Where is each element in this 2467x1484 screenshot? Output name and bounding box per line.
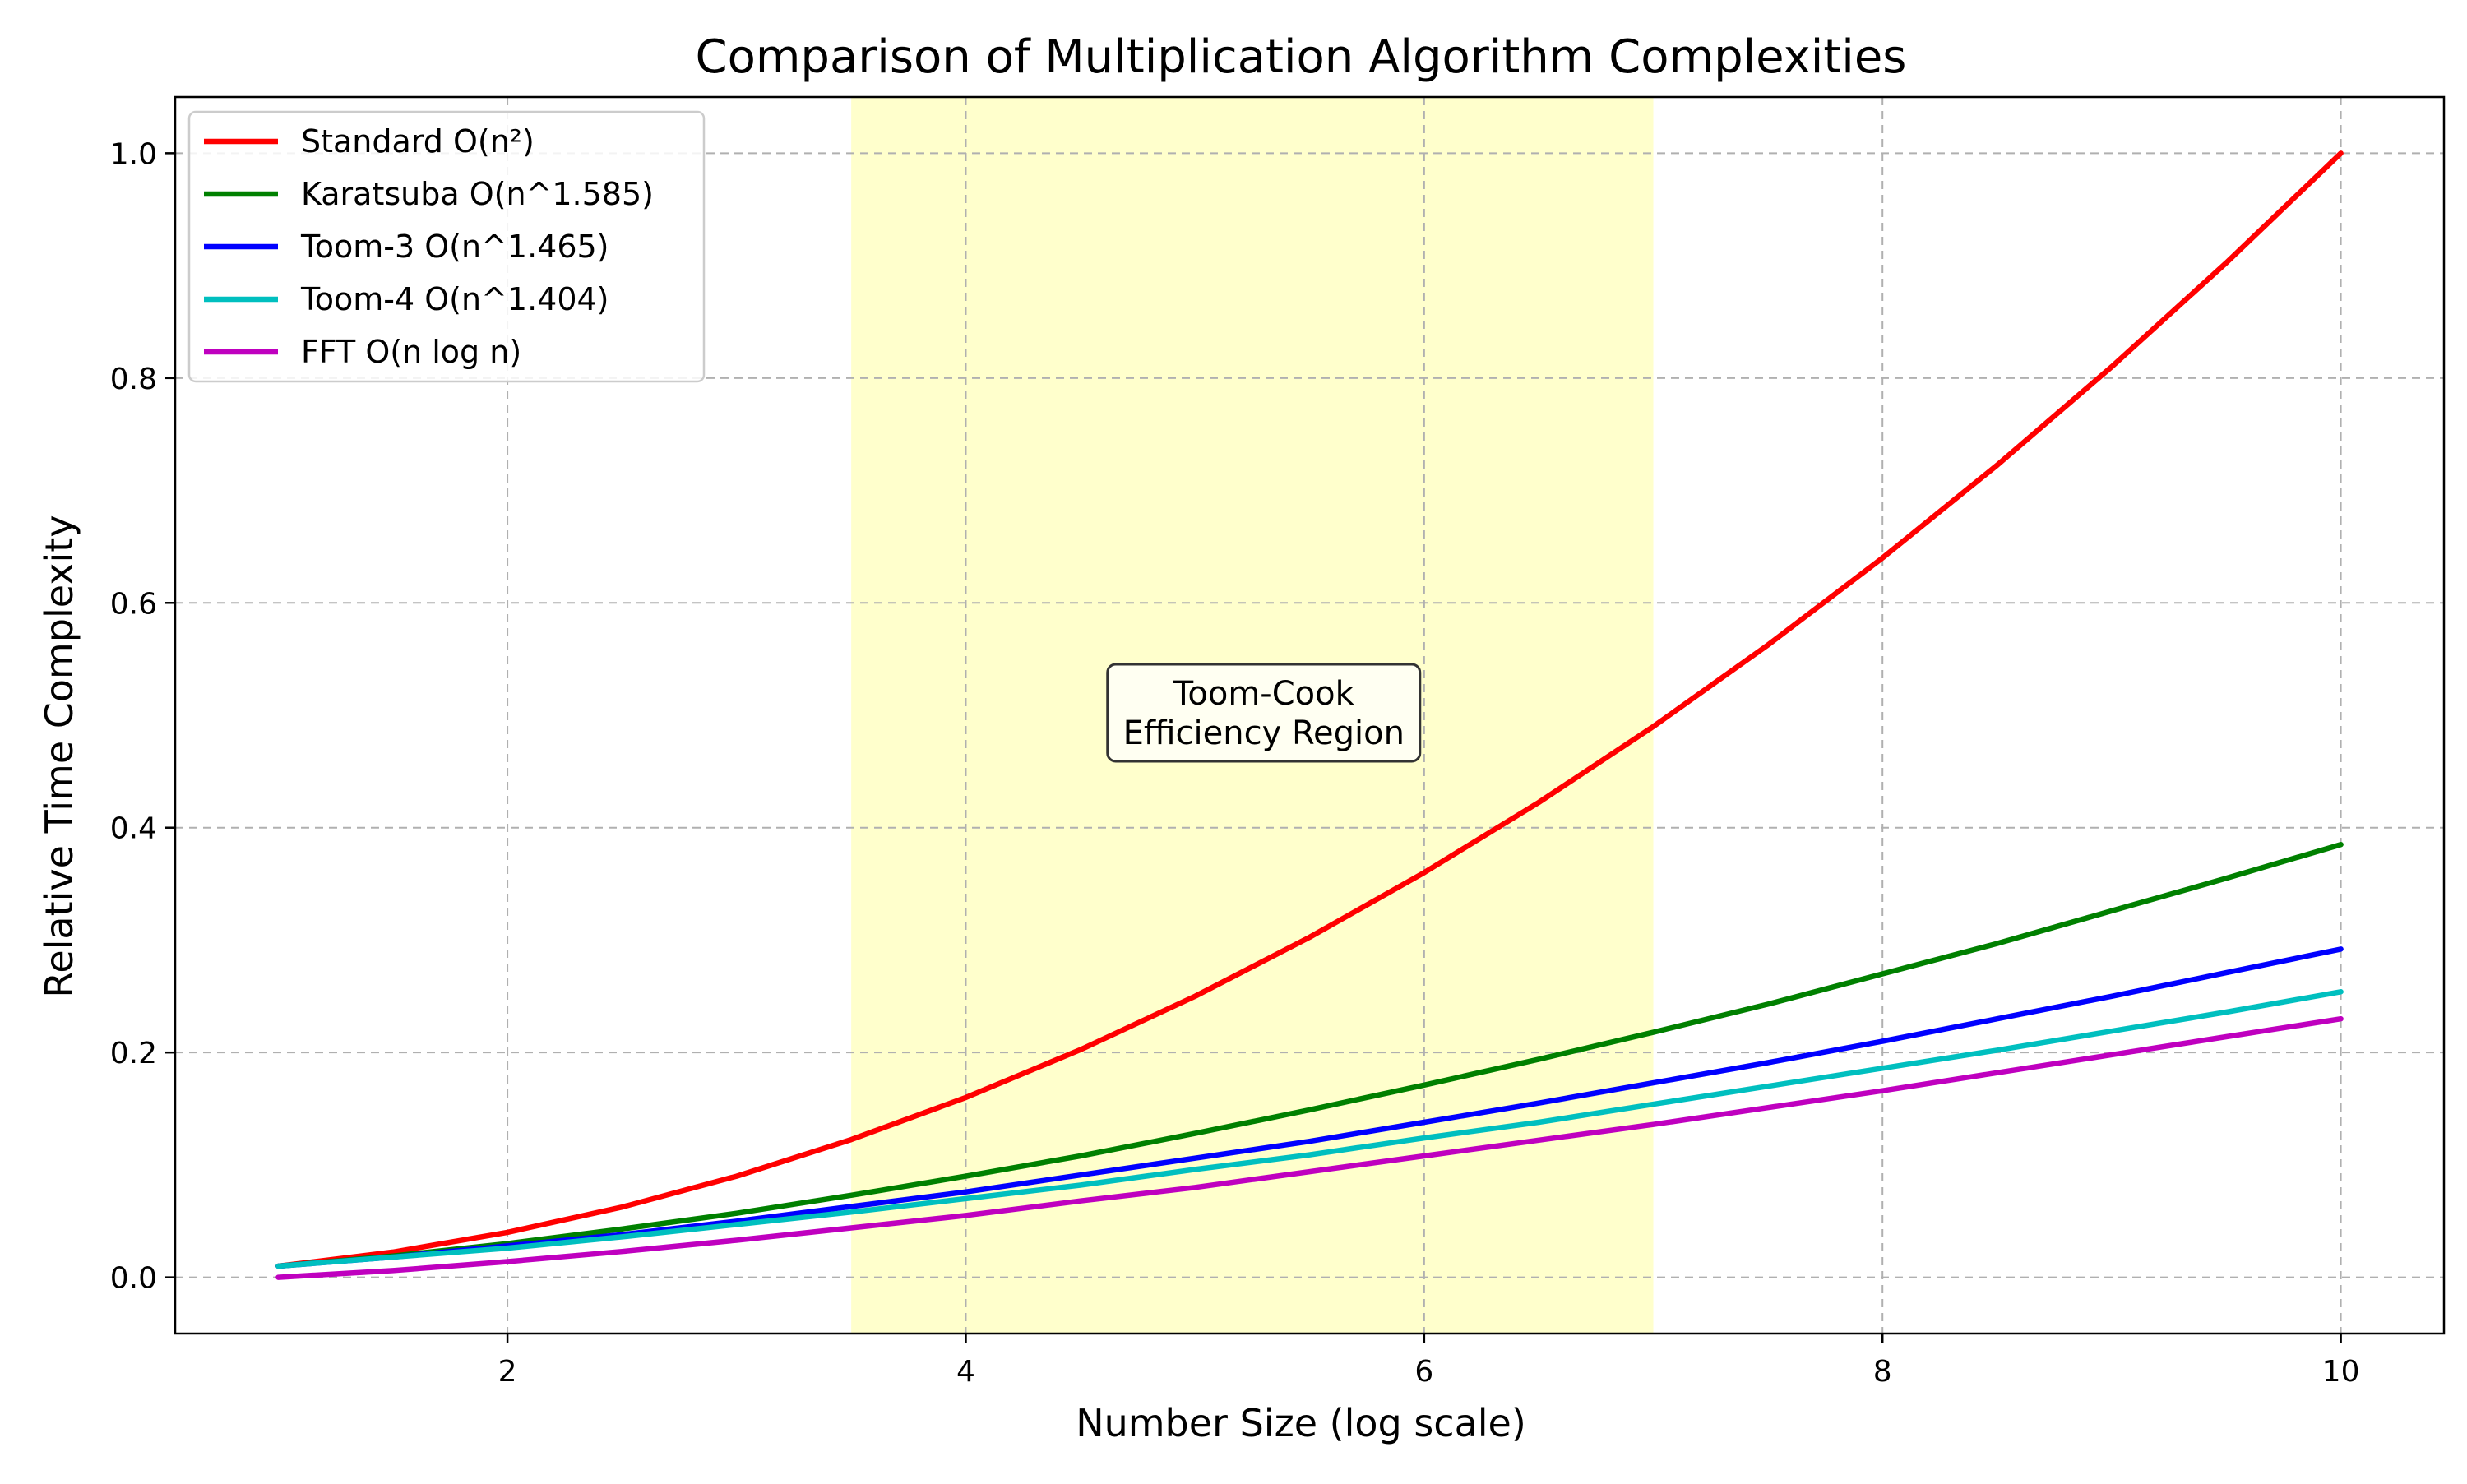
legend-label-4: FFT O(n log n) (301, 334, 521, 370)
x-axis-ticks: 2 4 6 8 10 (498, 1334, 2360, 1389)
x-tick-label: 2 (498, 1355, 517, 1389)
y-tick-label: 0.2 (110, 1037, 157, 1070)
legend-frame (187, 110, 706, 383)
x-tick-label: 8 (1873, 1355, 1892, 1389)
y-axis-ticks: 0.0 0.2 0.4 0.6 0.8 1.0 (110, 137, 175, 1296)
y-tick-label: 1.0 (110, 137, 157, 171)
legend-entries: Standard O(n²) Karatsuba O(n^1.585) Toom-3… (204, 123, 654, 370)
series-layer (275, 150, 2344, 1280)
y-tick-label: 0.4 (110, 812, 157, 846)
series-line-0 (275, 150, 2344, 1269)
x-tick-label: 4 (956, 1355, 975, 1389)
legend-label-3: Toom-4 O(n^1.404) (300, 281, 609, 317)
legend-label-0: Standard O(n²) (301, 123, 535, 159)
series-line-1 (275, 841, 2344, 1269)
y-tick-label: 0.8 (110, 363, 157, 396)
plot-area-frame (174, 95, 2446, 1335)
y-tick-label: 0.0 (110, 1262, 157, 1296)
y-tick-label: 0.6 (110, 587, 157, 621)
series-line-3 (275, 989, 2344, 1269)
x-tick-label: 10 (2322, 1355, 2360, 1389)
legend-label-1: Karatsuba O(n^1.585) (301, 176, 654, 212)
annotation-box: Toom-Cook Efficiency Region (1106, 663, 1422, 763)
annotation-line-2: Efficiency Region (1123, 714, 1405, 752)
y-axis-label: Relative Time Complexity (37, 515, 81, 997)
series-line-4 (275, 1015, 2344, 1280)
annotation-line-1: Toom-Cook (1173, 675, 1355, 713)
annotation-frame (1106, 663, 1422, 763)
x-axis-label: Number Size (log scale) (1076, 1401, 1526, 1445)
chart-title: Comparison of Multiplication Algorithm C… (696, 30, 1907, 84)
legend-label-2: Toom-3 O(n^1.465) (300, 229, 609, 265)
x-tick-label: 6 (1414, 1355, 1433, 1389)
legend: Standard O(n²) Karatsuba O(n^1.585) Toom-3… (187, 110, 706, 383)
